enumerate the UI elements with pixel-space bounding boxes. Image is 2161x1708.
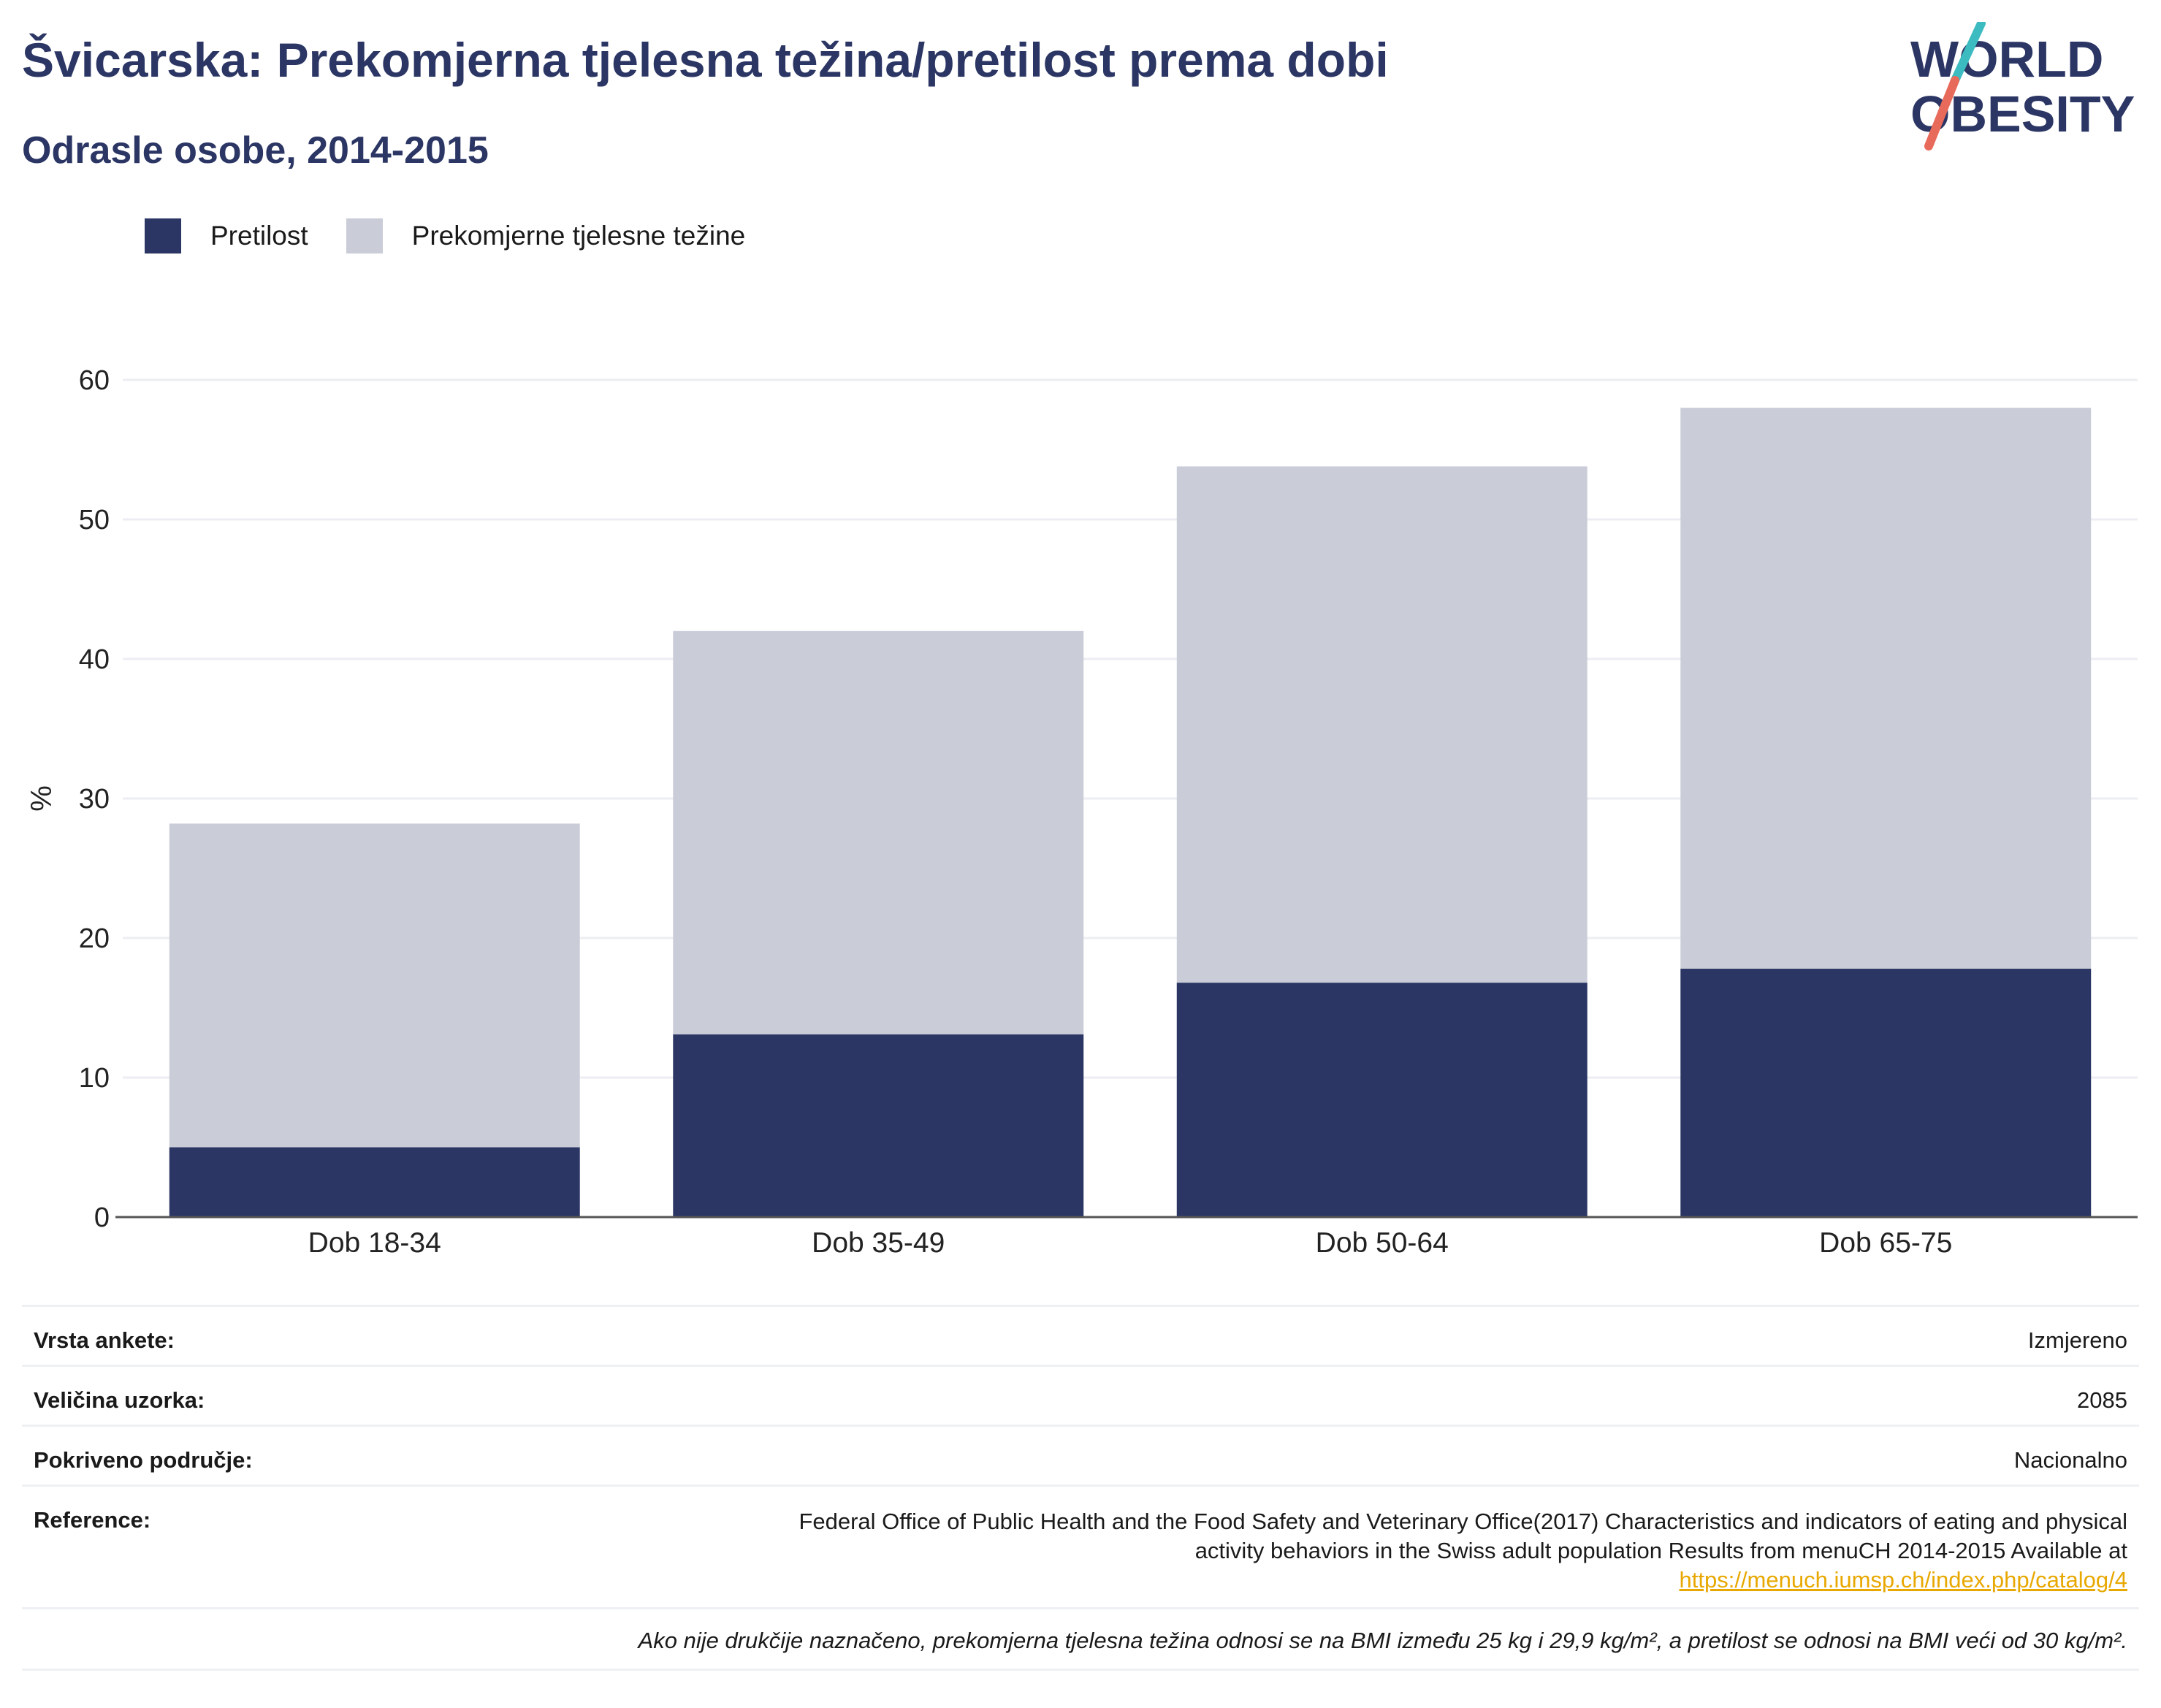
coverage-label: Pokriveno područje:	[34, 1447, 253, 1473]
x-tick-label: Dob 35-49	[812, 1227, 945, 1259]
stacked-bar-chart: 0 10 20 30 40 50 60% Dob 18-34 Dob 35-49 Dob 50-6…	[26, 365, 2138, 1259]
logo-line1: WORLD	[1910, 31, 2103, 88]
x-tick-label: Dob 65-75	[1819, 1227, 1952, 1259]
legend-label-overweight: Prekomjerne tjelesne težine	[411, 221, 746, 251]
meta-row-note-divider	[22, 1607, 2139, 1609]
bar-overweight	[169, 823, 580, 1148]
bar-overweight	[1680, 408, 2092, 969]
sample-size-value: 2085	[2077, 1387, 2127, 1413]
y-tick-label: 10	[79, 1063, 110, 1094]
meta-row-survey-type: Vrsta ankete: Izmjereno	[22, 1305, 2139, 1353]
legend-label-obesity: Pretilost	[210, 221, 308, 251]
reference-line-2: activity behaviors in the Swiss adult po…	[1194, 1538, 2127, 1563]
legend-swatch-overweight	[346, 218, 383, 253]
page-subtitle: Odrasle osobe, 2014-2015	[22, 129, 489, 172]
page-title: Švicarska: Prekomjerna tjelesna težina/p…	[22, 33, 1389, 87]
world-obesity-logo: WORLD OBESITY	[1910, 22, 2135, 150]
bar-obesity	[1176, 983, 1588, 1217]
bar-obesity	[1680, 969, 2092, 1217]
bar-obesity	[673, 1034, 1084, 1217]
logo-slash-coral	[1924, 76, 1959, 150]
meta-row-coverage: Pokriveno područje: Nacionalno	[22, 1425, 2139, 1473]
reference-link[interactable]: https://menuch.iumsp.ch/index.php/catalo…	[1679, 1567, 2127, 1593]
y-tick-label: 60	[79, 365, 110, 396]
x-tick-label: Dob 18-34	[308, 1227, 441, 1259]
survey-type-label: Vrsta ankete:	[34, 1327, 175, 1353]
y-tick-label: 20	[79, 923, 110, 954]
logo-slash-teal	[1951, 22, 1986, 85]
y-tick-label: 30	[79, 784, 110, 815]
legend-swatch-obesity	[145, 218, 181, 253]
reference-label: Reference:	[34, 1507, 151, 1533]
y-tick-label: 0	[94, 1202, 110, 1233]
sample-size-label: Veličina uzorka:	[34, 1387, 205, 1413]
bar-overweight	[673, 630, 1084, 1034]
bottom-divider	[22, 1669, 2139, 1671]
meta-row-sample-size: Veličina uzorka: 2085	[22, 1365, 2139, 1413]
reference-value: Federal Office of Public Health and the …	[799, 1507, 2127, 1595]
definition-note: Ako nije drukčije naznačeno, prekomjerna…	[638, 1628, 2127, 1653]
y-tick-label: 50	[79, 505, 110, 535]
survey-type-value: Izmjereno	[2027, 1327, 2127, 1353]
legend: Pretilost Prekomjerne tjelesne težine	[145, 218, 783, 254]
bar-overweight	[1176, 466, 1588, 983]
y-axis-label: %	[26, 785, 58, 812]
coverage-value: Nacionalno	[2013, 1447, 2127, 1473]
y-tick-label: 40	[79, 644, 110, 675]
bar-obesity	[169, 1147, 580, 1217]
x-tick-label: Dob 50-64	[1316, 1227, 1449, 1259]
reference-line-1: Federal Office of Public Health and the …	[799, 1509, 2127, 1534]
meta-row-reference: Reference: Federal Office of Public Heal…	[22, 1484, 2139, 1593]
